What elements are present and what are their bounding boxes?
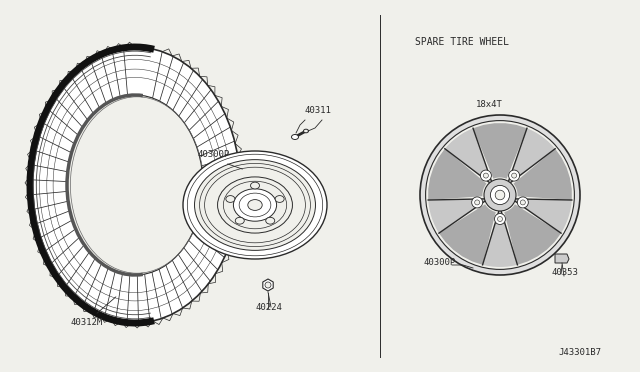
Polygon shape bbox=[483, 211, 517, 267]
Polygon shape bbox=[504, 204, 561, 265]
Ellipse shape bbox=[483, 173, 488, 178]
Polygon shape bbox=[555, 254, 569, 263]
Text: 40300P: 40300P bbox=[424, 258, 456, 267]
Polygon shape bbox=[445, 128, 492, 183]
Ellipse shape bbox=[236, 217, 244, 224]
Ellipse shape bbox=[234, 189, 276, 221]
Polygon shape bbox=[515, 199, 572, 233]
Text: 40312M: 40312M bbox=[70, 318, 102, 327]
Ellipse shape bbox=[291, 135, 298, 140]
Ellipse shape bbox=[250, 182, 259, 189]
Ellipse shape bbox=[67, 95, 203, 275]
Text: 40311: 40311 bbox=[305, 106, 332, 115]
Polygon shape bbox=[513, 149, 572, 200]
Ellipse shape bbox=[195, 160, 316, 250]
Ellipse shape bbox=[520, 200, 525, 205]
Polygon shape bbox=[508, 128, 555, 183]
Polygon shape bbox=[428, 199, 485, 233]
Ellipse shape bbox=[481, 170, 492, 181]
Text: 40353: 40353 bbox=[552, 268, 579, 277]
Text: SPARE TIRE WHEEL: SPARE TIRE WHEEL bbox=[415, 37, 509, 47]
Text: J43301B7: J43301B7 bbox=[558, 348, 601, 357]
Ellipse shape bbox=[226, 196, 235, 202]
Ellipse shape bbox=[266, 217, 275, 224]
Ellipse shape bbox=[265, 282, 271, 288]
Ellipse shape bbox=[183, 151, 327, 259]
Ellipse shape bbox=[248, 200, 262, 211]
Ellipse shape bbox=[495, 190, 505, 200]
Polygon shape bbox=[439, 204, 496, 265]
Ellipse shape bbox=[517, 197, 529, 208]
Ellipse shape bbox=[30, 47, 240, 323]
Ellipse shape bbox=[490, 185, 509, 205]
Ellipse shape bbox=[511, 173, 516, 178]
Polygon shape bbox=[263, 279, 273, 291]
Ellipse shape bbox=[509, 170, 520, 181]
Text: 40300P: 40300P bbox=[198, 150, 230, 159]
Ellipse shape bbox=[495, 214, 506, 224]
Ellipse shape bbox=[484, 179, 516, 211]
Ellipse shape bbox=[303, 129, 308, 133]
Text: 40224: 40224 bbox=[255, 303, 282, 312]
Ellipse shape bbox=[472, 197, 483, 208]
Ellipse shape bbox=[218, 177, 292, 233]
Ellipse shape bbox=[275, 196, 284, 202]
Ellipse shape bbox=[497, 217, 502, 221]
Text: 18x4T: 18x4T bbox=[476, 100, 503, 109]
Ellipse shape bbox=[426, 121, 574, 269]
Ellipse shape bbox=[420, 115, 580, 275]
Polygon shape bbox=[428, 149, 486, 200]
Ellipse shape bbox=[475, 200, 479, 205]
Polygon shape bbox=[473, 123, 527, 179]
